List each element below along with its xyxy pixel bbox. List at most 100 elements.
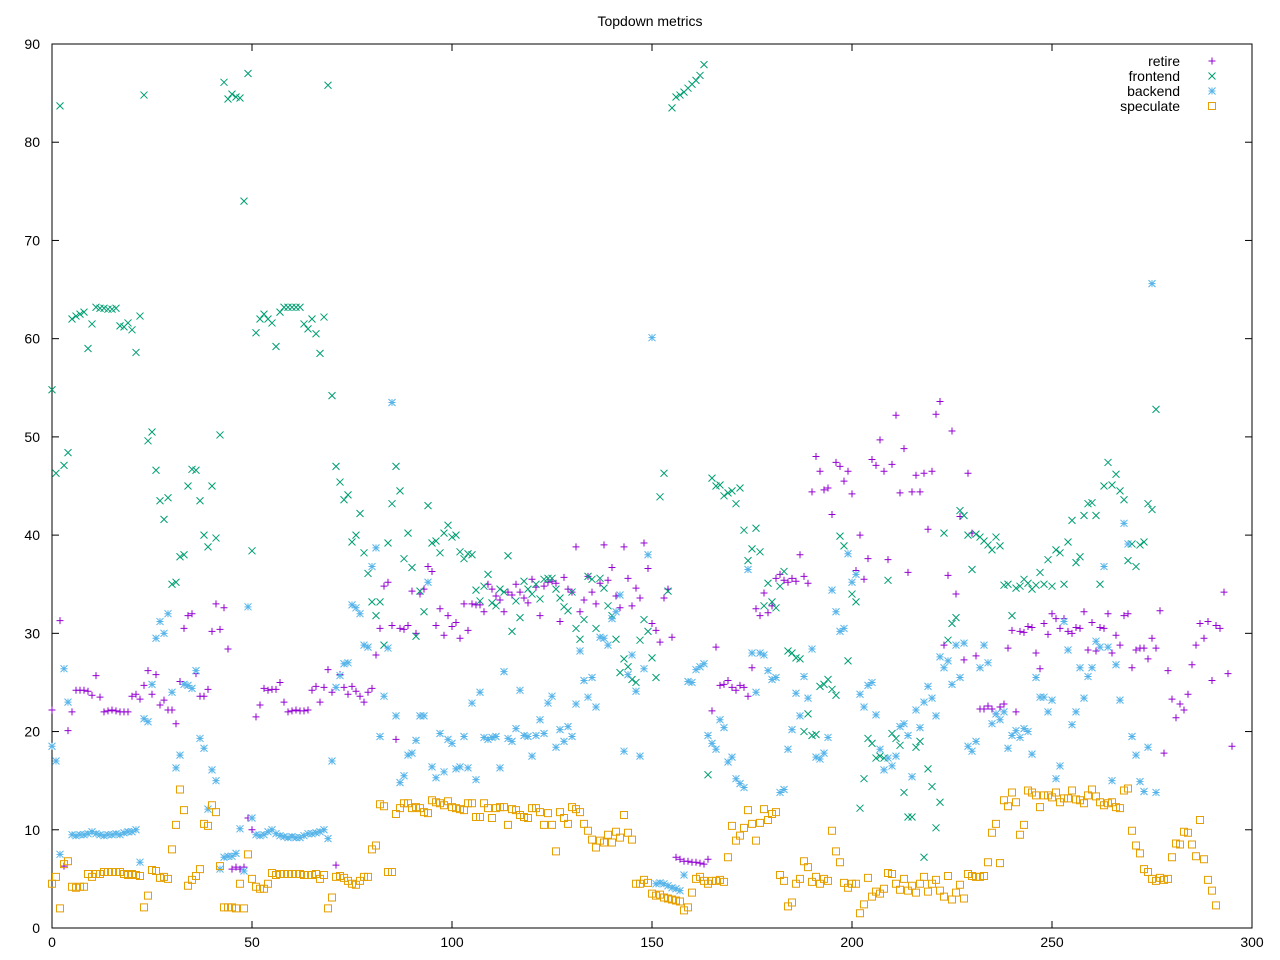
frontend-point bbox=[460, 554, 468, 563]
frontend-point bbox=[472, 586, 480, 594]
retire-point bbox=[1208, 676, 1216, 684]
frontend-point bbox=[280, 303, 288, 312]
backend-point bbox=[208, 766, 216, 774]
frontend-point bbox=[840, 542, 848, 550]
backend-point bbox=[1108, 776, 1116, 785]
x-tick-label: 100 bbox=[440, 934, 464, 950]
retire-point bbox=[888, 460, 896, 468]
retire-point bbox=[972, 652, 980, 660]
backend-point bbox=[308, 829, 316, 838]
backend-point bbox=[668, 883, 676, 892]
frontend-point bbox=[428, 539, 436, 547]
frontend-point bbox=[332, 462, 340, 471]
retire-point bbox=[1204, 618, 1212, 626]
speculate-point bbox=[388, 868, 396, 877]
retire-point bbox=[764, 609, 772, 617]
speculate-point bbox=[636, 879, 644, 888]
backend-point bbox=[292, 833, 300, 842]
retire-point bbox=[740, 683, 748, 691]
backend-point bbox=[1136, 777, 1144, 786]
backend-point bbox=[744, 565, 752, 574]
frontend-point bbox=[220, 78, 228, 87]
backend-point bbox=[96, 830, 104, 839]
frontend-point bbox=[900, 788, 908, 797]
frontend-point bbox=[468, 550, 476, 559]
speculate-point bbox=[892, 879, 900, 888]
y-tick-label: 10 bbox=[24, 822, 40, 838]
speculate-point bbox=[784, 902, 792, 911]
speculate-point bbox=[1168, 853, 1176, 862]
retire-point bbox=[1004, 644, 1012, 652]
retire-point bbox=[808, 488, 816, 496]
frontend-point bbox=[616, 668, 624, 677]
backend-point bbox=[368, 562, 376, 571]
retire-point bbox=[516, 588, 524, 596]
backend-point bbox=[920, 698, 928, 706]
backend-point bbox=[456, 763, 464, 771]
retire-point bbox=[212, 600, 220, 608]
speculate-point bbox=[1132, 841, 1140, 850]
frontend-point bbox=[448, 533, 456, 541]
backend-point bbox=[440, 767, 448, 776]
retire-point bbox=[464, 626, 472, 634]
frontend-point bbox=[912, 743, 920, 752]
retire-point bbox=[200, 692, 208, 700]
frontend-point bbox=[516, 613, 524, 622]
speculate-point bbox=[580, 819, 588, 828]
retire-point bbox=[136, 695, 144, 703]
speculate-point bbox=[424, 809, 432, 818]
backend-point bbox=[172, 764, 180, 772]
speculate-point bbox=[736, 831, 744, 840]
speculate-point bbox=[408, 804, 416, 813]
frontend-point bbox=[752, 524, 760, 533]
frontend-point bbox=[648, 654, 656, 662]
speculate-point bbox=[540, 820, 548, 829]
speculate-point bbox=[836, 858, 844, 867]
retire-point bbox=[744, 692, 752, 700]
frontend-point bbox=[852, 598, 860, 606]
frontend-point bbox=[572, 624, 580, 633]
retire-point bbox=[684, 857, 692, 865]
backend-point bbox=[904, 731, 912, 740]
backend-point bbox=[1128, 732, 1136, 741]
frontend-point bbox=[368, 598, 376, 606]
frontend-point bbox=[532, 580, 540, 589]
backend-point bbox=[1000, 708, 1008, 716]
backend-point bbox=[776, 788, 784, 797]
frontend-point bbox=[1072, 558, 1080, 567]
speculate-point bbox=[380, 802, 388, 811]
backend-point bbox=[1088, 663, 1096, 672]
backend-point bbox=[400, 771, 408, 780]
retire-point bbox=[232, 863, 240, 871]
speculate-point bbox=[1108, 798, 1116, 807]
backend-point bbox=[392, 711, 400, 720]
speculate-point bbox=[448, 803, 456, 812]
speculate-point bbox=[520, 813, 528, 822]
frontend-point bbox=[780, 567, 788, 576]
frontend-point bbox=[656, 492, 664, 501]
backend-point bbox=[688, 678, 696, 687]
speculate-point bbox=[248, 874, 256, 883]
retire-point bbox=[648, 620, 656, 628]
retire-point bbox=[500, 608, 508, 616]
backend-point bbox=[704, 731, 712, 740]
backend-point bbox=[764, 666, 772, 675]
retire-point bbox=[1008, 626, 1016, 634]
speculate-point bbox=[768, 810, 776, 819]
backend-point bbox=[104, 830, 112, 839]
frontend-point bbox=[256, 315, 264, 323]
frontend-point bbox=[440, 529, 448, 538]
speculate-point bbox=[332, 872, 340, 881]
backend-point bbox=[68, 830, 76, 839]
backend-point bbox=[588, 673, 596, 682]
speculate-point bbox=[188, 875, 196, 884]
speculate-point bbox=[1204, 875, 1212, 884]
backend-point bbox=[356, 609, 364, 618]
speculate-point bbox=[816, 879, 824, 888]
speculate-point bbox=[1116, 804, 1124, 813]
retire-point bbox=[92, 672, 100, 680]
speculate-point bbox=[832, 847, 840, 856]
backend-point bbox=[892, 752, 900, 760]
frontend-point bbox=[60, 461, 68, 470]
backend-point bbox=[1076, 663, 1084, 672]
